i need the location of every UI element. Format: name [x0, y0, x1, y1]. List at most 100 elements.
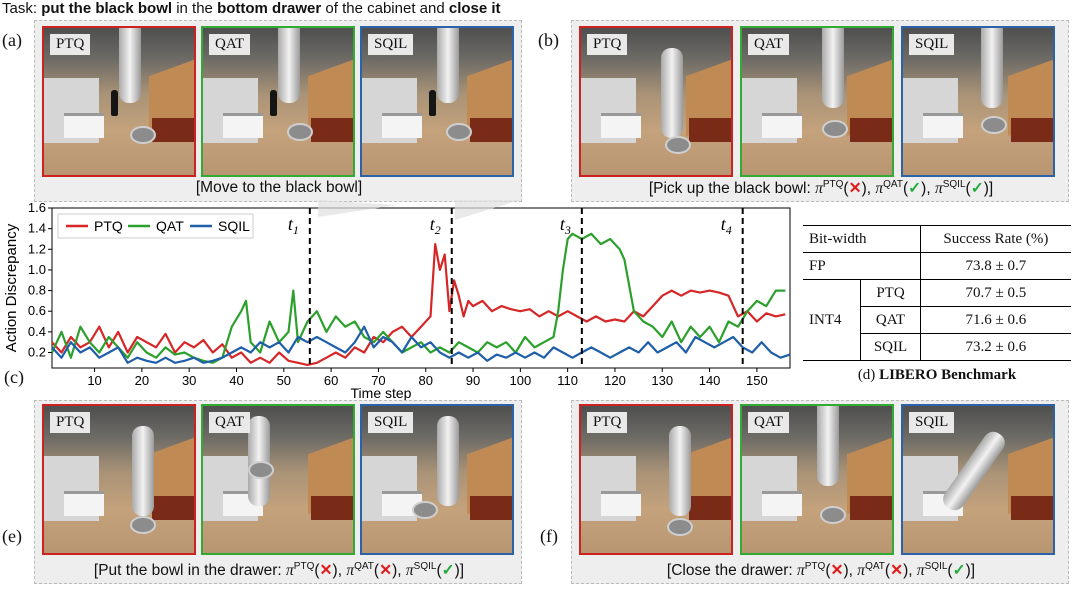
x-tick-label: 120 — [604, 373, 626, 388]
check-icon: ✓ — [970, 180, 984, 198]
sqil-sup: SQIL — [924, 561, 948, 572]
paren-open: ( — [373, 562, 380, 580]
separator: , — [926, 180, 935, 198]
paren-close: ) — [861, 180, 867, 198]
panel-e-qat-tag: QAT — [209, 412, 251, 433]
ptq-sup: PTQ — [293, 561, 315, 572]
time-marker-label: t3 — [560, 214, 571, 237]
paren-open: ( — [884, 562, 891, 580]
panel-b-caption-text: [Pick up the black bowl: — [648, 180, 816, 198]
table-row-method: PTQ — [860, 279, 921, 307]
y-tick-label: 0.4 — [28, 324, 46, 339]
paren-open: ( — [947, 562, 953, 580]
series-line-qat — [51, 232, 786, 364]
qat-sup: QAT — [354, 561, 374, 572]
panel-e-qat-frame: QAT — [201, 404, 355, 555]
legend-label-qat: QAT — [156, 218, 184, 234]
panel-f-ptq-tag: PTQ — [587, 412, 628, 433]
paren-open: ( — [902, 180, 909, 198]
series-line-sqil — [51, 325, 791, 364]
sqil-sup: SQIL — [413, 561, 437, 572]
x-tick-label: 50 — [277, 373, 291, 388]
check-icon: ✓ — [441, 562, 455, 580]
connector-a — [318, 200, 398, 217]
panel-b-sqil-frame: SQIL — [901, 26, 1055, 177]
table-caption-text: LIBERO Benchmark — [879, 367, 1017, 383]
pi-symbol: π — [934, 180, 943, 198]
panel-f-ptq-frame: PTQ — [579, 404, 733, 555]
paren-open: ( — [825, 562, 831, 580]
cross-icon: ✕ — [890, 562, 904, 580]
paren-close: ) — [392, 562, 398, 580]
x-tick-label: 130 — [651, 373, 673, 388]
task-bold-2: bottom drawer — [217, 0, 322, 17]
ptq-sup: PTQ — [822, 179, 844, 190]
series-line-ptq — [51, 242, 786, 366]
legend-label-ptq: PTQ — [94, 218, 123, 234]
panel-b-caption: [Pick up the black bowl: πPTQ(✕), πQAT(✓… — [572, 179, 1070, 198]
panel-a-sqil-tag: SQIL — [368, 34, 414, 55]
pi-symbol: π — [875, 180, 884, 198]
cross-icon: ✕ — [830, 562, 844, 580]
panel-e-sqil-tag: SQIL — [368, 412, 414, 433]
chart-legend: PTQ QAT SQIL — [57, 213, 254, 239]
panel-a-label: (a) — [2, 30, 22, 50]
panel-a-ptq-frame: PTQ — [42, 26, 196, 177]
table-row-fp-label: FP — [803, 252, 921, 280]
legend-box — [57, 213, 254, 239]
panel-b-sqil-tag: SQIL — [909, 34, 955, 55]
paren-open: ( — [843, 180, 849, 198]
panel-f-qat-tag: QAT — [748, 412, 790, 433]
separator: , — [337, 562, 347, 580]
paren-open: ( — [436, 562, 442, 580]
paren-close: ) — [965, 562, 971, 580]
paren-close: ) — [921, 180, 927, 198]
panel-e-sqil-frame: SQIL — [360, 404, 514, 555]
legend-label-sqil: SQIL — [218, 218, 250, 234]
pi-symbol: π — [346, 562, 355, 580]
panel-f-caption-text: [Close the drawer: — [666, 562, 797, 580]
pi-symbol: π — [797, 562, 805, 580]
panel-a-qat-frame: QAT — [201, 26, 355, 177]
ptq-sup: PTQ — [804, 561, 826, 572]
table-row-value: 70.7 ± 0.5 — [919, 279, 1071, 307]
panel-a-caption: [Move to the black bowl] — [195, 179, 363, 196]
separator: , — [848, 562, 858, 580]
bracket-close: ] — [970, 562, 976, 580]
time-marker-sub: 1 — [293, 223, 299, 237]
time-marker-sub: 2 — [435, 223, 441, 237]
table-caption-label: (d) — [857, 367, 876, 383]
separator: , — [908, 562, 917, 580]
paren-close: ) — [903, 562, 909, 580]
panel-a-sqil-frame: SQIL — [360, 26, 514, 177]
time-marker-label: t4 — [721, 214, 732, 237]
panel-b-ptq-tag: PTQ — [587, 34, 628, 55]
panel-e: PTQ QAT SQIL [Put the bowl in the drawer… — [34, 400, 522, 584]
x-tick-label: 10 — [87, 373, 101, 388]
task-description: Task: put the black bowl in the bottom d… — [2, 0, 501, 18]
qat-sup: QAT — [883, 179, 903, 190]
time-marker-sub: 4 — [726, 223, 732, 237]
paren-close: ) — [332, 562, 338, 580]
panel-e-ptq-tag: PTQ — [50, 412, 91, 433]
panel-b-qat-frame: QAT — [740, 26, 894, 177]
time-marker-label: t1 — [288, 214, 299, 237]
panel-e-caption-text: [Put the bowl in the drawer: — [93, 562, 287, 580]
check-icon: ✓ — [908, 180, 922, 198]
bracket-close: ] — [988, 180, 994, 198]
time-marker-sub: 3 — [564, 223, 571, 237]
x-tick-label: 150 — [746, 373, 768, 388]
table-caption: (d) LIBERO Benchmark — [803, 367, 1071, 384]
x-tick-label: 100 — [509, 373, 531, 388]
paren-close: ) — [983, 180, 989, 198]
chart-label: (c) — [4, 367, 24, 387]
zoom-connectors — [318, 200, 520, 220]
sqil-sup: SQIL — [942, 179, 966, 190]
x-axis-label: Time step — [351, 385, 412, 400]
paren-close: ) — [454, 562, 460, 580]
y-axis-label: Action Discrepancy — [3, 223, 20, 352]
success-rate-table: Bit-width Success Rate (%) FP 73.8 ± 0.7… — [803, 225, 1071, 361]
task-mid-2: of the cabinet and — [321, 0, 449, 17]
table-row-method: QAT — [860, 306, 921, 334]
pi-symbol: π — [916, 562, 925, 580]
